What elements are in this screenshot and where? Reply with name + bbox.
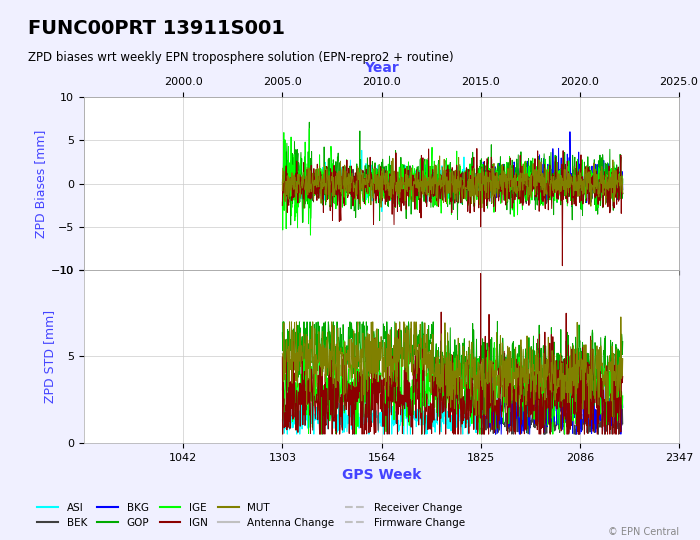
Y-axis label: ZPD Biases [mm]: ZPD Biases [mm] <box>34 130 47 238</box>
X-axis label: GPS Week: GPS Week <box>342 468 421 482</box>
X-axis label: Year: Year <box>364 61 399 75</box>
Text: ZPD biases wrt weekly EPN troposphere solution (EPN-repro2 + routine): ZPD biases wrt weekly EPN troposphere so… <box>28 51 454 64</box>
Y-axis label: ZPD STD [mm]: ZPD STD [mm] <box>43 310 56 403</box>
Text: © EPN Central: © EPN Central <box>608 527 679 537</box>
Text: FUNC00PRT 13911S001: FUNC00PRT 13911S001 <box>28 19 285 38</box>
Legend: ASI, BEK, BKG, GOP, IGE, IGN, MUT, Antenna Change, Receiver Change, Firmware Cha: ASI, BEK, BKG, GOP, IGE, IGN, MUT, Anten… <box>33 498 469 532</box>
